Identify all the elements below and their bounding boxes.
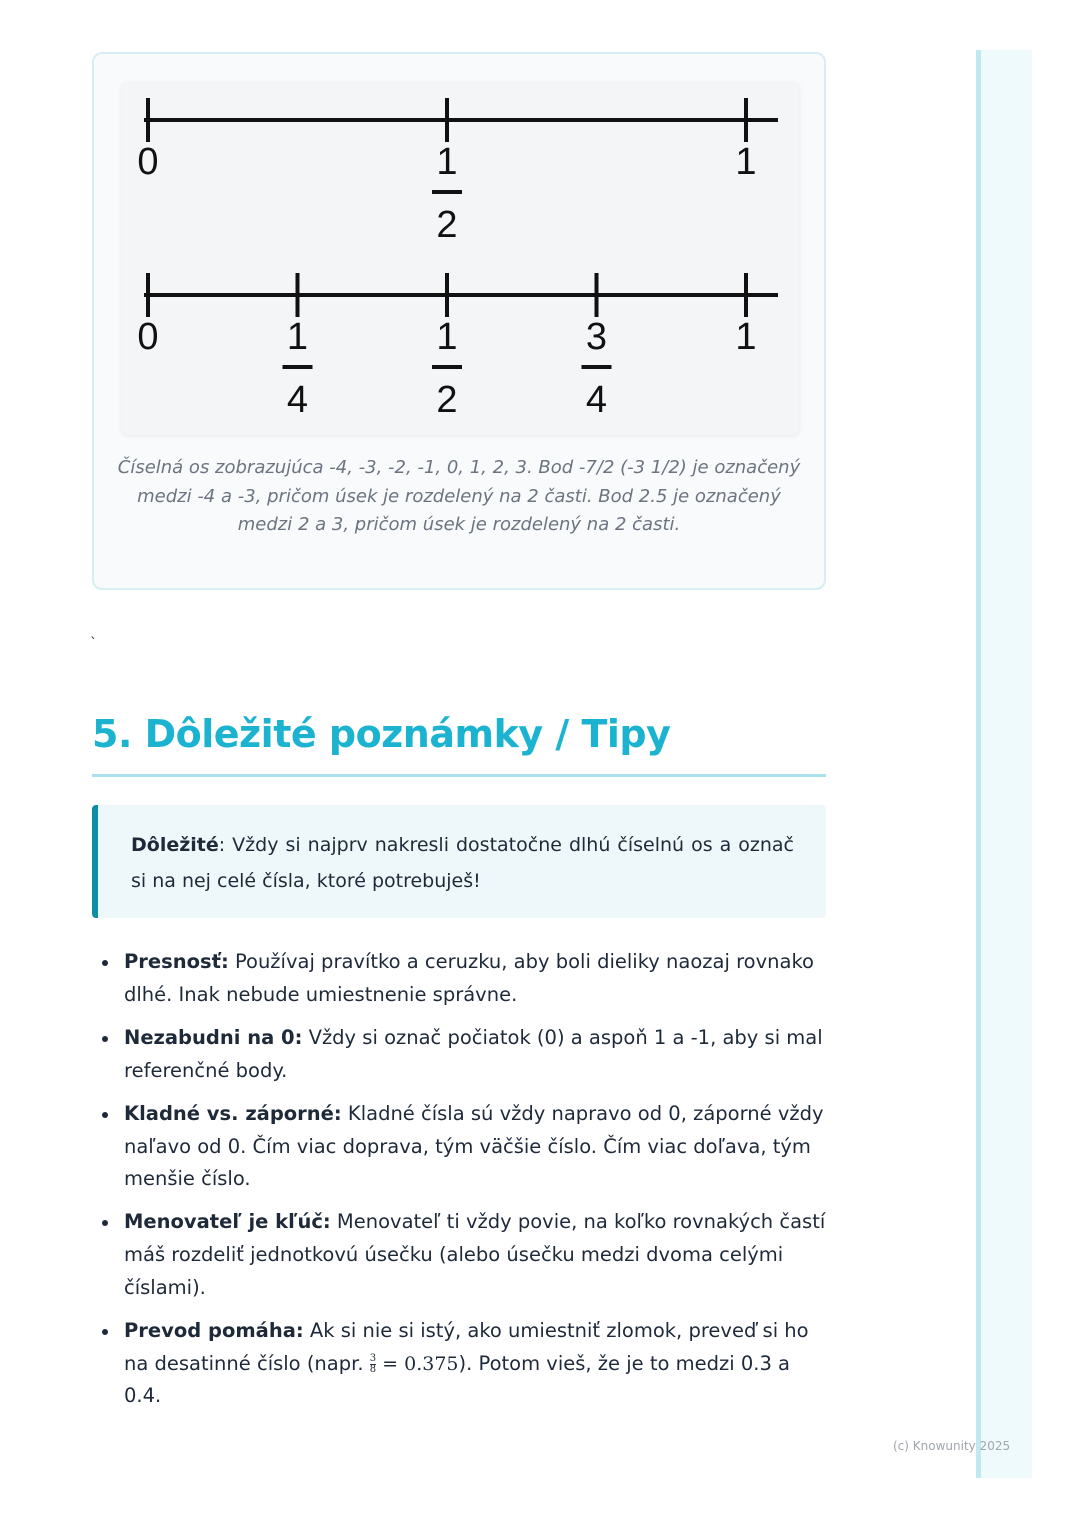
tip-label: Presnosť: [124,950,229,973]
tick-label-numerator: 1 [735,316,756,358]
math-expression: = 0.375 [376,1352,459,1375]
tip-label: Menovateľ je kľúč: [124,1210,331,1234]
important-callout: Dôležité: Vždy si najprv nakresli dostat… [92,805,826,918]
number-line-image: 0 1 2 1 0 1 4 1 2 3 4 1 [122,82,799,435]
tick-label-numerator: 1 [735,141,756,183]
tip-label: Prevod pomáha: [124,1319,304,1343]
tip-label: Nezabudni na 0: [124,1025,303,1049]
figure-card: 0 1 2 1 0 1 4 1 2 3 4 1 Číselná os zobrazujúca -4, … [92,52,826,590]
tip-text: Vždy si označ počiatok (0) a aspoň 1 a -… [124,1025,823,1082]
tick-label-numerator: 0 [137,316,158,358]
list-item: Menovateľ je kľúč: Menovateľ ti vždy pov… [102,1206,830,1304]
figure-caption: Číselná os zobrazujúca -4, -3, -2, -1, 0… [117,457,801,535]
list-item: Presnosť: Používaj pravítko a ceruzku, a… [102,946,830,1011]
callout-label: Dôležité [131,834,219,856]
tips-list: Presnosť: Používaj pravítko a ceruzku, a… [102,946,830,1424]
list-item: Nezabudni na 0: Vždy si označ počiatok (… [102,1022,830,1087]
tip-text: Ak si nie si istý, ako umiestniť zlomok,… [124,1319,809,1375]
tip-text: Menovateľ ti vždy povie, na koľko rovnak… [124,1210,826,1299]
tip-label: Kladné vs. záporné: [124,1101,342,1125]
list-item: Kladné vs. záporné: Kladné čísla sú vždy… [102,1098,830,1196]
callout-text: : Vždy si najprv nakresli dostatočne dlh… [131,834,794,892]
stray-mark: ` [90,636,97,652]
section-divider [92,774,826,777]
tick-label-denominator: 2 [436,379,457,421]
right-sidebar-panel [976,50,1032,1478]
tick-label-numerator: 0 [137,141,158,183]
fraction-denominator: 8 [369,1363,377,1375]
tick-label-numerator: 1 [436,141,457,183]
tick-label-numerator: 1 [287,316,308,358]
fraction-numerator: 3 [369,1352,377,1365]
footer-copyright: (c) Knowunity 2025 [893,1439,1011,1453]
list-item: Prevod pomáha: Ak si nie si istý, ako um… [102,1315,830,1413]
tick-label-denominator: 2 [436,204,457,246]
tip-text-tail: ). Potom vieš, že je to medzi 0.3 a 0.4. [124,1351,790,1408]
number-line-diagram: 0 1 2 1 0 1 4 1 2 3 4 1 [137,98,778,421]
tick-label-denominator: 4 [586,379,607,421]
tick-label-numerator: 3 [586,316,607,358]
tick-label-denominator: 4 [287,379,308,421]
tip-text: Kladné čísla sú vždy napravo od 0, zápor… [124,1101,824,1191]
tick-label-numerator: 1 [436,316,457,358]
section-title: 5. Dôležité poznámky / Tipy [92,712,671,756]
tip-text: Používaj pravítko a ceruzku, aby boli di… [124,950,814,1006]
